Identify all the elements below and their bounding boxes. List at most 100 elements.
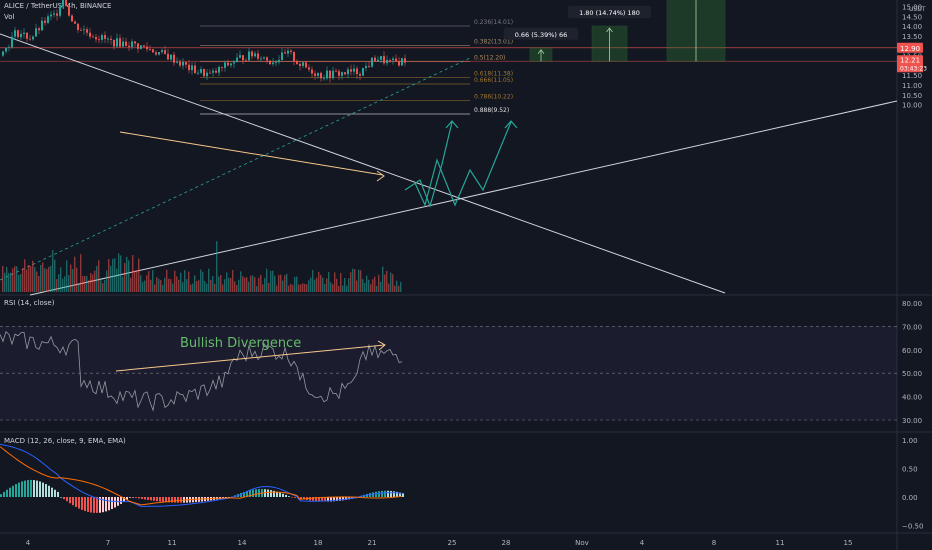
ascending-trendline[interactable]	[29, 100, 898, 296]
fib-level[interactable]: 0.618(11.38)	[200, 71, 513, 78]
candle	[311, 66, 313, 79]
volume-bar	[132, 254, 134, 292]
candle	[350, 64, 352, 76]
candle	[242, 55, 244, 65]
arrow-head	[376, 170, 385, 182]
macd-histogram-bar	[96, 497, 98, 513]
candle	[326, 66, 328, 81]
macd-histogram-bar	[402, 493, 404, 497]
volume-header: Vol	[4, 13, 14, 21]
target-box[interactable]: 1.80 (14.74%) 180	[567, 6, 652, 62]
macd-histogram-bar	[330, 497, 332, 502]
volume-bar	[258, 277, 260, 292]
volume-bar	[58, 274, 60, 292]
volume-bar	[196, 281, 198, 292]
volume-bar	[222, 284, 224, 292]
macd-histogram-bar	[75, 497, 77, 507]
volume-bar	[92, 274, 94, 292]
volume-bar	[218, 276, 220, 292]
drawn-line-price[interactable]	[119, 131, 384, 176]
fib-level[interactable]: 0.888(9.52)	[200, 107, 509, 115]
price-axis-bg	[897, 0, 932, 550]
volume-bar	[78, 284, 80, 292]
macd-histogram-bar	[93, 497, 95, 513]
macd-histogram-bar	[21, 481, 23, 497]
candle	[152, 48, 154, 53]
macd-histogram-bar	[267, 489, 269, 497]
candle	[200, 66, 202, 75]
divergence-line[interactable]	[115, 344, 385, 372]
macd-histogram-bar	[288, 496, 290, 497]
volume-bar	[32, 260, 34, 292]
macd-tick: −0.50	[902, 523, 923, 531]
macd-tick: 0.00	[902, 494, 918, 502]
candle	[98, 35, 100, 44]
macd-histogram-bar	[336, 497, 338, 502]
candle	[86, 26, 88, 36]
volume-bar	[262, 284, 264, 292]
candle	[20, 30, 22, 41]
volume-bar	[380, 281, 382, 292]
volume-bar	[354, 269, 356, 292]
price-tick: 15.00	[902, 4, 922, 12]
volume-bar	[384, 274, 386, 292]
candle	[110, 35, 112, 45]
macd-histogram-bar	[87, 497, 89, 512]
macd-line	[0, 443, 403, 507]
macd-histogram-bar	[84, 497, 86, 512]
descending-trendline[interactable]	[0, 33, 726, 294]
target-label: 0.66 (5.39%) 66	[515, 31, 568, 39]
target-box[interactable]: 3.39 (27.76%) 339	[654, 0, 737, 62]
volume-bar	[22, 268, 24, 292]
last-price-badge	[897, 42, 923, 53]
macd-tick: 0.50	[902, 466, 918, 474]
volume-bar	[390, 272, 392, 292]
candle	[296, 59, 298, 65]
volume-bar	[14, 266, 16, 292]
projection-path-2[interactable]	[414, 121, 512, 207]
macd-histogram-bar	[123, 497, 125, 502]
volume-bar	[224, 279, 226, 292]
volume-bar	[320, 274, 322, 292]
fib-level[interactable]: 0.786(10.22)	[200, 93, 513, 101]
candle	[299, 61, 301, 71]
candle	[185, 61, 187, 69]
volume-bar	[208, 268, 210, 292]
volume-bar	[136, 270, 138, 292]
volume-bar	[164, 277, 166, 292]
volume-bar	[334, 272, 336, 292]
volume-bar	[274, 275, 276, 292]
volume-bar	[146, 275, 148, 292]
volume-bar	[56, 279, 58, 292]
fib-level[interactable]: 0.236(14.01)	[200, 19, 513, 27]
macd-histogram-bar	[243, 491, 245, 497]
volume-bar	[374, 276, 376, 292]
candle	[344, 72, 346, 76]
candle	[29, 34, 31, 42]
volume-bar	[106, 270, 108, 292]
candle	[170, 54, 172, 62]
macd-histogram-bar	[78, 497, 80, 509]
symbol-label[interactable]: ALICE / TetherUS, 4h, BINANCE	[4, 2, 112, 10]
volume-bar	[228, 277, 230, 292]
candle	[272, 57, 274, 67]
fib-level[interactable]: 0.382(13.01)	[200, 39, 513, 46]
target-box[interactable]: 0.66 (5.39%) 66	[503, 27, 579, 62]
volume-bar	[186, 279, 188, 292]
volume-bar	[202, 271, 204, 292]
candle	[128, 41, 130, 51]
candle	[41, 17, 43, 32]
candle	[251, 50, 253, 60]
volume-bar	[68, 275, 70, 292]
fib-level[interactable]: 0.666(11.05)	[200, 77, 513, 85]
volume-bar	[160, 280, 162, 292]
candle	[389, 58, 391, 63]
candle	[338, 69, 340, 81]
macd-histogram-bar	[327, 497, 329, 502]
candle	[113, 39, 115, 50]
candle	[233, 59, 235, 69]
candle	[8, 44, 10, 52]
volume-bar	[396, 280, 398, 292]
volume-bar	[204, 281, 206, 292]
